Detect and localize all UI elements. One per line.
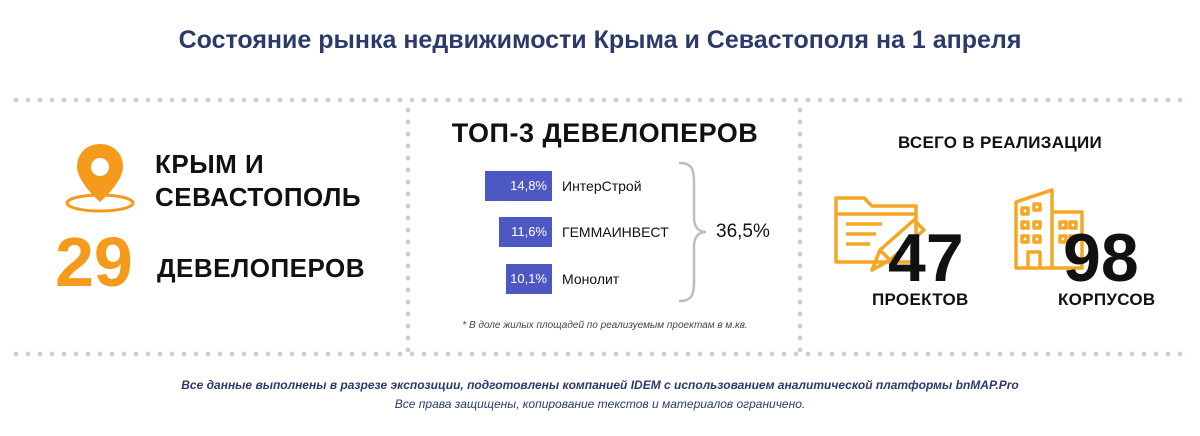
region-line-2: СЕВАСТОПОЛЬ [155, 182, 362, 212]
footnote: * В доле жилых площадей по реализуемым п… [462, 320, 748, 331]
page-title: Состояние рынка недвижимости Крыма и Сев… [178, 26, 1022, 54]
developer-bar-2: 11,6% [499, 217, 552, 247]
developer-name-2: ГЕММАИНВЕСТ [562, 224, 669, 240]
folder-icon [834, 196, 926, 272]
projects-count: 47 [888, 220, 964, 296]
top3-title: ТОП-3 ДЕВЕЛОПЕРОВ [451, 118, 759, 148]
top-dotted-divider [10, 97, 1190, 103]
in-progress-title: ВСЕГО В РЕАЛИЗАЦИИ [897, 133, 1103, 152]
region-name: КРЫМ И СЕВАСТОПОЛЬ [155, 148, 361, 214]
building-icon [1014, 188, 1084, 270]
buildings-count: 98 [1063, 220, 1139, 296]
developers-label: ДЕВЕЛОПЕРОВ [157, 253, 365, 283]
developer-name-3: Монолит [562, 271, 620, 287]
projects-label: ПРОЕКТОВ [872, 290, 969, 309]
footer-source-note: Все данные выполнены в разрезе экспозици… [181, 378, 1019, 392]
right-dotted-divider [797, 104, 803, 352]
developer-bar-1: 14,8% [485, 171, 552, 201]
footer-copyright: Все права защищены, копирование текстов … [394, 397, 806, 411]
region-line-1: КРЫМ И [155, 149, 265, 179]
buildings-label: КОРПУСОВ [1058, 290, 1156, 309]
developer-bar-3: 10,1% [506, 264, 552, 294]
developer-name-1: ИнтерСтрой [562, 178, 642, 194]
right-brace-icon [678, 161, 707, 303]
left-dotted-divider [405, 104, 411, 352]
top3-total-share: 36,5% [716, 221, 770, 242]
developers-count: 29 [55, 223, 133, 301]
location-pin-icon [65, 144, 135, 213]
bottom-dotted-divider [10, 351, 1190, 357]
